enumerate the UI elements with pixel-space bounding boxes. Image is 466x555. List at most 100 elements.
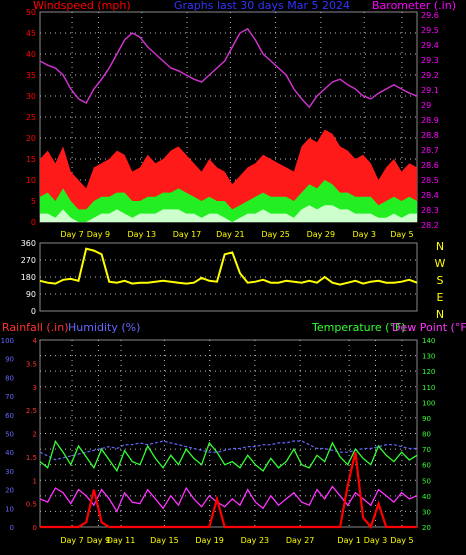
humidity-tick-label: 60 <box>5 412 14 420</box>
wind-tick-label: 30 <box>26 92 36 101</box>
temp-x-label: Day 9 <box>87 536 110 545</box>
temp-x-label: Day 11 <box>107 536 136 545</box>
temp-x-label: Day 7 <box>60 536 83 545</box>
wind-x-label: Day 9 <box>87 230 110 239</box>
direction-tick-label: 270 <box>21 256 36 265</box>
barometer-tick-label: 29.1 <box>421 86 439 95</box>
compass-letter: S <box>437 274 444 287</box>
barometer-tick-label: 29.4 <box>421 41 439 50</box>
temp-x-label: Day 1 <box>337 536 360 545</box>
rainfall-tick-label: 0.5 <box>26 501 37 509</box>
tick-labels: 5045403530252015105029.629.529.429.329.2… <box>1 8 446 545</box>
humidity-tick-label: 0 <box>10 524 14 532</box>
dewpoint-line <box>39 485 418 513</box>
temp-x-label: Day 15 <box>150 536 179 545</box>
humidity-tick-label: 50 <box>5 431 14 439</box>
temperature-line <box>39 439 418 473</box>
wind-x-label: Day 17 <box>173 230 202 239</box>
wind-tick-label: 50 <box>26 8 36 17</box>
temperature-tick-label: 40 <box>422 493 431 501</box>
graph-caption: Graphs last 30 days Mar 5 2024 <box>174 0 350 12</box>
temperature-tick-label: 20 <box>422 524 431 532</box>
wind-tick-label: 45 <box>26 29 36 38</box>
dewpoint-title: Dew Point (°F) <box>392 321 466 334</box>
temperature-tick-label: 60 <box>422 462 431 470</box>
rainfall-tick-label: 3.5 <box>26 360 37 368</box>
humidity-tick-label: 30 <box>5 468 14 476</box>
rainfall-tick-label: 0 <box>33 524 37 532</box>
wind-x-label: Day 29 <box>307 230 336 239</box>
humidity-title: Humidity (%) <box>68 321 140 334</box>
wind-x-label: Day 7 <box>60 230 83 239</box>
barometer-tick-label: 29.6 <box>421 11 439 20</box>
rainfall-tick-label: 4 <box>33 337 38 345</box>
temperature-tick-label: 80 <box>422 431 431 439</box>
wind-tick-label: 15 <box>26 155 36 164</box>
barometer-tick-label: 28.8 <box>421 131 439 140</box>
temperature-tick-label: 140 <box>422 337 435 345</box>
barometer-title: Barometer (.in) <box>372 0 456 12</box>
direction-line <box>39 247 418 286</box>
rainfall-tick-label: 2 <box>33 431 37 439</box>
wind-tick-label: 10 <box>26 176 36 185</box>
direction-series <box>39 247 418 286</box>
barometer-line <box>39 27 418 109</box>
direction-tick-label: 360 <box>21 239 36 248</box>
barometer-tick-label: 28.6 <box>421 161 439 170</box>
temp-x-label: Day 27 <box>286 536 315 545</box>
rainfall-tick-label: 1.5 <box>26 454 37 462</box>
temp-x-label: Day 23 <box>241 536 270 545</box>
compass-letter: E <box>437 291 444 304</box>
humidity-tick-label: 90 <box>5 356 14 364</box>
temperature-series <box>39 439 418 530</box>
wind-tick-label: 40 <box>26 50 36 59</box>
temperature-tick-label: 90 <box>422 415 431 423</box>
temperature-tick-label: 70 <box>422 446 431 454</box>
direction-tick-label: 90 <box>26 290 36 299</box>
wind-x-label: Day 5 <box>390 230 413 239</box>
temperature-tick-label: 50 <box>422 477 431 485</box>
compass-letter: N <box>436 308 444 321</box>
direction-tick-label: 180 <box>21 273 36 282</box>
barometer-series <box>39 27 418 109</box>
humidity-tick-label: 20 <box>5 487 14 495</box>
temp-x-label: Day 3 <box>364 536 387 545</box>
barometer-tick-label: 29 <box>421 101 431 110</box>
humidity-tick-label: 100 <box>1 337 14 345</box>
wind-tick-label: 20 <box>26 134 36 143</box>
barometer-tick-label: 28.4 <box>421 191 439 200</box>
temperature-tick-label: 130 <box>422 353 435 361</box>
wind-x-label: Day 25 <box>261 230 290 239</box>
barometer-tick-label: 29.2 <box>421 71 439 80</box>
barometer-tick-label: 28.7 <box>421 146 439 155</box>
rainfall-tick-label: 3 <box>33 384 37 392</box>
barometer-tick-label: 29.3 <box>421 56 439 65</box>
barometer-tick-label: 28.9 <box>421 116 439 125</box>
temperature-tick-label: 30 <box>422 508 431 516</box>
barometer-tick-label: 28.5 <box>421 176 439 185</box>
rainfall-tick-label: 1 <box>33 477 37 485</box>
wind-x-label: Day 13 <box>128 230 157 239</box>
humidity-tick-label: 80 <box>5 374 14 382</box>
barometer-tick-label: 29.5 <box>421 26 439 35</box>
rainfall-line <box>40 451 417 530</box>
wind-tick-label: 0 <box>31 218 36 227</box>
wind-tick-label: 5 <box>31 197 36 206</box>
humidity-tick-label: 10 <box>5 505 14 513</box>
temperature-tick-label: 110 <box>422 384 435 392</box>
temperature-tick-label: 120 <box>422 368 435 376</box>
temperature-title: Temperature (°F) <box>311 321 406 334</box>
humidity-tick-label: 70 <box>5 393 14 401</box>
direction-tick-label: 0 <box>31 307 36 316</box>
temperature-tick-label: 100 <box>422 399 435 407</box>
wind-tick-label: 25 <box>26 113 36 122</box>
wind-x-label: Day 21 <box>216 230 245 239</box>
humidity-line <box>39 440 417 461</box>
barometer-tick-label: 28.3 <box>421 206 439 215</box>
wind-series <box>40 129 417 222</box>
wind-low-area <box>40 205 417 222</box>
compass-letter: N <box>436 240 444 253</box>
compass-letter: W <box>435 257 446 270</box>
temp-x-label: Day 19 <box>195 536 224 545</box>
